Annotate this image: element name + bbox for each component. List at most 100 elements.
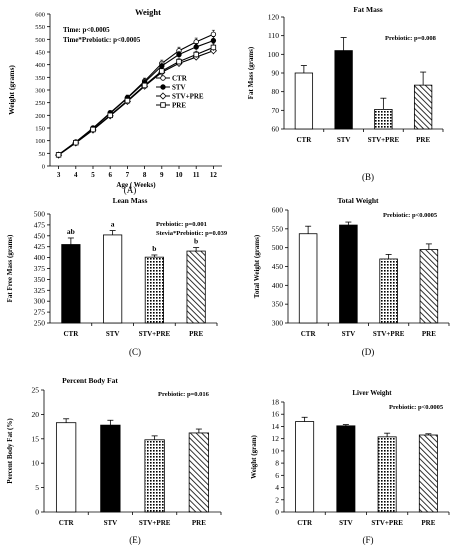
y-tick-label: 110: [268, 31, 279, 40]
y-tick-label: 400: [34, 253, 46, 262]
significance-letter: b: [194, 237, 198, 246]
x-tick-label: STV: [337, 136, 351, 144]
data-point: [193, 44, 199, 50]
series-stv-pre: [55, 46, 217, 159]
y-tick-label: 18: [272, 398, 280, 407]
x-tick-label: PRE: [422, 330, 436, 338]
y-tick-label: 4: [275, 483, 279, 492]
x-tick-label: 12: [210, 171, 218, 179]
x-tick-label: CTR: [297, 519, 313, 527]
y-tick-label: 350: [272, 300, 284, 309]
y-tick-label: 325: [34, 286, 46, 295]
y-tick-label: 350: [34, 275, 46, 284]
y-axis-title: Fat Mass (grams): [247, 46, 255, 99]
y-tick-label: 15: [32, 434, 40, 443]
bar: [188, 432, 210, 513]
bar: [339, 224, 358, 324]
y-tick-label: 450: [35, 50, 45, 57]
chart-title: Total Weight: [337, 196, 379, 205]
chart-title: Lean Mass: [113, 196, 148, 205]
bar-chart-liver-weight: 0 2 4 6 8 10 12 14 16 18 Weight (gram) CTR STV STV+PR…: [250, 398, 450, 527]
data-point: [210, 31, 217, 37]
x-tick-label: 4: [74, 171, 78, 179]
y-tick-label: 600: [272, 206, 284, 215]
data-point: [90, 126, 96, 133]
panel-d: Total Weight Prebiotic: p<0.0005 300 350 4…: [253, 196, 450, 357]
y-tick-label: 550: [35, 24, 45, 31]
panel-label: (E): [129, 535, 141, 545]
x-tick-label: STV: [342, 330, 356, 338]
x-tick-label: PRE: [421, 519, 435, 527]
y-tick-label: 0: [275, 508, 279, 517]
y-axis-title: Fat Free Mass (grams): [6, 234, 14, 302]
x-tick-label: 10: [176, 171, 184, 179]
panel-c: Lean Mass Prebiotic: p=0.001 Stevia*Preb…: [6, 196, 228, 357]
annotation-interaction: Time*Prebiotic: p<0.0005: [63, 36, 141, 44]
data-point: [159, 68, 165, 74]
y-tick-label: 500: [272, 243, 284, 252]
chart-title: Percent Body Fat: [62, 376, 118, 385]
x-tick-label: PRE: [192, 519, 206, 527]
chart-title: Fat Mass: [353, 5, 382, 14]
y-tick-label: 10: [272, 446, 280, 455]
y-tick-label: 275: [34, 308, 46, 317]
bar: [295, 421, 315, 513]
y-tick-label: 400: [272, 281, 284, 290]
y-axis-title: Weight (grams): [7, 65, 16, 115]
y-tick-label: 300: [35, 88, 45, 95]
y-tick-label: 200: [35, 113, 45, 120]
panel-label: (D): [362, 347, 375, 357]
bar: [418, 434, 438, 513]
x-tick-label: STV: [104, 519, 118, 527]
y-tick-label: 500: [34, 210, 46, 219]
bar: [377, 436, 397, 513]
x-tick-label: CTR: [296, 136, 312, 144]
data-point: [176, 51, 182, 58]
series-pre: [55, 43, 217, 158]
bar: [186, 250, 206, 324]
annotation-prebiotic: Prebiotic: p=0.016: [158, 391, 210, 398]
y-tick-label: 90: [272, 69, 280, 78]
x-tick-label: CTR: [63, 330, 79, 338]
annotation-interaction: Stevia*Prebiotic: p=0.039: [156, 230, 228, 237]
bar-chart-percent-body-fat: 0 5 10 15 20 25 Percent Body Fat (%) CTR STV STV+…: [6, 386, 222, 527]
significance-letter: b: [152, 244, 156, 253]
y-tick-label: 20: [32, 410, 40, 419]
y-tick-label: 0: [42, 164, 45, 171]
y-tick-label: 80: [272, 87, 280, 96]
y-tick-label: 300: [272, 319, 284, 328]
bar-chart-total-weight: 300 350 400 450 500 550 600 Total Weight (grams…: [253, 206, 450, 338]
data-point: [124, 97, 131, 104]
y-tick-label: 250: [34, 319, 46, 328]
bar: [61, 244, 81, 324]
y-tick-label: 2: [275, 495, 279, 504]
panel-f: Liver Weight Prebiotic: p<0.0005 0 2 4 6 8 10…: [250, 389, 450, 545]
y-tick-label: 16: [272, 410, 280, 419]
bar: [334, 50, 353, 130]
y-tick-label: 60: [272, 125, 280, 134]
x-tick-label: 9: [160, 171, 164, 179]
panel-e: Percent Body Fat Prebiotic: p=0.016 0 5 10…: [6, 376, 222, 545]
y-tick-label: 100: [35, 138, 45, 145]
bar: [413, 84, 433, 130]
legend-marker: [160, 84, 166, 90]
bar: [336, 425, 356, 513]
x-tick-label: STV+PRE: [371, 519, 403, 527]
bar-chart-fat-mass: 60 70 80 90 100 110 120 Fat Mass (grams) CTR STV S…: [247, 13, 444, 144]
data-point: [55, 152, 62, 158]
y-tick-label: 50: [39, 151, 46, 158]
bar: [298, 233, 318, 324]
panel-label: (B): [362, 172, 374, 182]
annotation-prebiotic: Prebiotic: p<0.0005: [383, 212, 438, 219]
series-line: [58, 40, 214, 156]
legend-label: STV+PRE: [172, 93, 204, 101]
bar: [294, 72, 314, 130]
data-point: [210, 37, 217, 44]
legend-label: STV: [172, 84, 186, 92]
x-tick-label: STV+PRE: [139, 519, 171, 527]
y-tick-label: 0: [35, 508, 39, 517]
x-tick-label: STV: [106, 330, 120, 338]
line-chart-weight: 0 50 100 150 200 250 300 350 400 450 500 550 600 3 4 5 6…: [7, 12, 222, 189]
